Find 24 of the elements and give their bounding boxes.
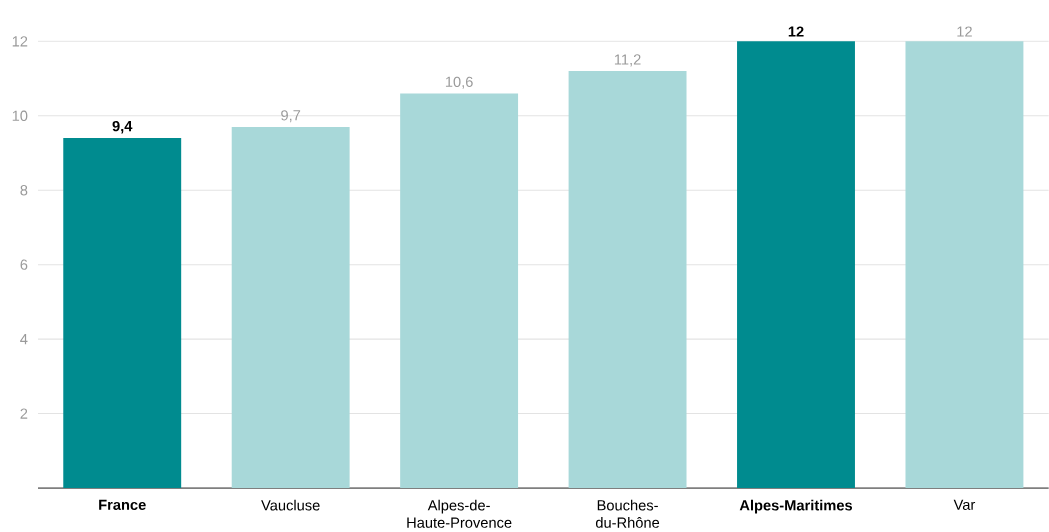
bar — [400, 93, 519, 488]
y-tick-label: 2 — [20, 408, 28, 419]
bar — [231, 126, 350, 488]
y-tick-label: 10 — [12, 110, 28, 121]
data-label: 12 — [788, 26, 804, 37]
x-tick-label: Alpes-Maritimes — [739, 499, 853, 514]
x-tick-label: Var — [953, 499, 976, 510]
data-label: 11,2 — [614, 54, 641, 67]
x-tick-label: Bouches-du-Rhône — [595, 499, 660, 528]
bar — [737, 41, 855, 488]
x-tick-label: France — [99, 499, 146, 510]
bar — [63, 138, 182, 488]
bar — [905, 41, 1024, 488]
y-tick-label: 12 — [12, 36, 28, 47]
x-tick-label: Vaucluse — [261, 499, 320, 511]
x-tick-label: Alpes-de-Haute-Provence — [407, 499, 512, 528]
data-label: 9,4 — [112, 120, 133, 134]
data-label: 10,6 — [445, 76, 473, 89]
y-tick-label: 8 — [20, 185, 28, 196]
bar — [568, 71, 687, 488]
data-label: 12 — [957, 26, 972, 37]
y-tick-label: 4 — [20, 334, 28, 345]
y-tick-label: 6 — [20, 259, 28, 270]
data-label: 9,7 — [281, 110, 301, 123]
